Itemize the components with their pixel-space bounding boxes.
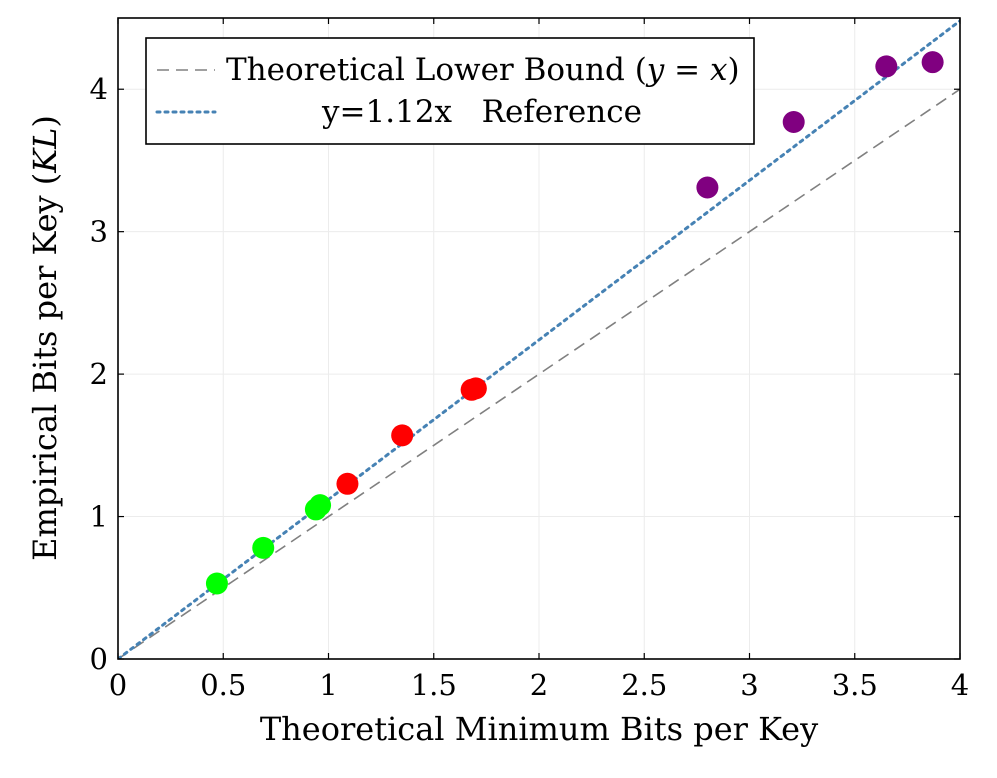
y-tick-label-1: 1 <box>90 500 108 534</box>
x-tick-label-2: 1 <box>319 668 337 702</box>
y-axis-title-close: ) <box>26 115 64 127</box>
legend-label-lower-bound-y: y <box>645 52 665 88</box>
x-tick-label-3: 1.5 <box>411 668 457 702</box>
x-tick-label-0: 0 <box>109 668 127 702</box>
data-point-s0-p3 <box>309 494 332 517</box>
y-axis-title-text: Empirical Bits per Key <box>26 185 64 561</box>
x-tick-label-1: 0.5 <box>200 668 246 702</box>
legend-label-lower-bound-eq: = <box>664 52 710 88</box>
y-tick-label-3: 3 <box>90 215 108 249</box>
y-tick-label-0: 0 <box>90 642 108 676</box>
legend: Theoretical Lower Bound (y = x) y=1.12x … <box>145 37 755 145</box>
data-point-s0-p1 <box>252 536 275 559</box>
legend-label-lower-bound: Theoretical Lower Bound (y = x) <box>226 52 740 88</box>
axis-ticks: 0 0.5 1 1.5 2 2.5 3 3.5 4 0 1 2 3 4 <box>90 18 969 702</box>
legend-label-lower-bound-x: x <box>710 52 728 88</box>
x-tick-label-5: 2.5 <box>621 668 667 702</box>
x-tick-label-7: 3.5 <box>832 668 878 702</box>
reference-line-0 <box>118 88 960 659</box>
data-point-s1-p3 <box>464 377 487 400</box>
y-tick-label-4: 4 <box>90 72 108 106</box>
x-tick-label-6: 3 <box>740 668 758 702</box>
data-point-s2-p0 <box>696 176 719 199</box>
data-point-s2-p2 <box>875 55 898 78</box>
legend-label-lower-bound-open: ( <box>635 52 647 88</box>
data-point-s1-p1 <box>391 424 414 447</box>
legend-label-lower-bound-close: ) <box>727 52 739 88</box>
data-point-s2-p1 <box>782 110 805 133</box>
legend-box <box>145 37 755 145</box>
legend-label-reference: y=1.12x Reference <box>321 94 642 130</box>
data-point-s0-p0 <box>205 572 228 595</box>
y-axis-title: Empirical Bits per Key (KL) <box>26 115 64 561</box>
x-axis-title: Theoretical Minimum Bits per Key <box>260 710 818 748</box>
y-axis-title-math: KL <box>26 128 64 174</box>
y-axis-title-open: ( <box>26 173 64 185</box>
x-tick-label-8: 4 <box>951 668 969 702</box>
data-point-s1-p0 <box>336 472 359 495</box>
x-tick-label-4: 2 <box>530 668 548 702</box>
legend-label-lower-bound-text: Theoretical Lower Bound <box>226 52 635 88</box>
data-points <box>205 51 944 595</box>
y-tick-label-2: 2 <box>90 357 108 391</box>
data-point-s2-p3 <box>921 51 944 74</box>
